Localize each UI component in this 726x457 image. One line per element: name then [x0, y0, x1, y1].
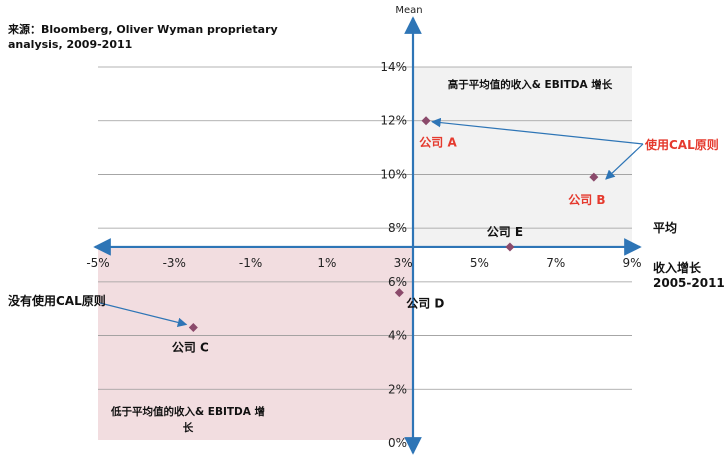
- point-label: 公司 E: [487, 225, 523, 239]
- x-tick-label: 1%: [317, 256, 336, 270]
- x-tick-label: -1%: [239, 256, 262, 270]
- y-tick-label: 12%: [380, 114, 407, 128]
- x-tick-label: 9%: [622, 256, 641, 270]
- arrow-to-company-b: [605, 143, 644, 180]
- arrow-to-company-a: [431, 117, 644, 145]
- x-tick-label: 3%: [394, 256, 413, 270]
- y-tick-label: 14%: [380, 60, 407, 74]
- y-axis-label: Mean: [395, 5, 422, 16]
- x-axis-label-line1: 收入增长: [653, 260, 702, 275]
- x-tick-label: 7%: [546, 256, 565, 270]
- region-label-below-line1: 低于平均值的收入& EBITDA 增: [110, 405, 265, 418]
- mean-label: 平均: [653, 220, 677, 235]
- y-tick-label: 8%: [388, 221, 407, 235]
- data-point: [188, 323, 198, 333]
- y-tick-label: 4%: [388, 329, 407, 343]
- data-point: [394, 288, 404, 298]
- data-point: [421, 116, 431, 126]
- annotation-cal-used: 使用CAL原则: [644, 137, 719, 152]
- y-tick-label: 10%: [380, 167, 407, 181]
- x-axis-label-line2: 2005-2011: [653, 276, 725, 290]
- region-label-below-line2: 长: [183, 421, 194, 434]
- source-note: 来源：Bloomberg, Oliver Wyman proprietary a…: [8, 23, 278, 51]
- region-label-above: 高于平均值的收入& EBITDA 增长: [448, 78, 613, 91]
- data-point: [505, 242, 515, 252]
- region-below-average: [98, 246, 413, 440]
- point-label: 公司 A: [419, 136, 457, 150]
- arrow-to-company-c: [99, 302, 188, 328]
- point-label: 公司 D: [406, 297, 444, 311]
- region-above-average: [413, 67, 632, 247]
- y-tick-label: 2%: [388, 382, 407, 396]
- point-label: 公司 C: [172, 341, 209, 355]
- x-tick-label: -5%: [86, 256, 109, 270]
- point-label: 公司 B: [568, 193, 605, 207]
- y-tick-label: 0%: [388, 436, 407, 450]
- x-tick-label: 5%: [470, 256, 489, 270]
- annotation-cal-not-used: 没有使用CAL原则: [8, 293, 106, 308]
- y-tick-label: 6%: [388, 275, 407, 289]
- x-tick-label: -3%: [163, 256, 186, 270]
- data-point: [589, 172, 599, 182]
